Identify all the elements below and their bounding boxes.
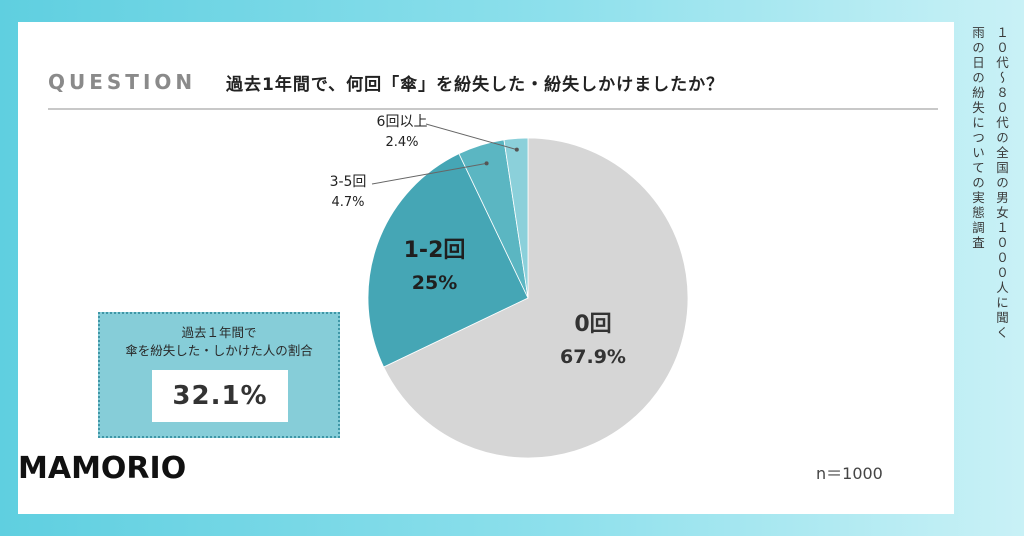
summary-value: 32.1% xyxy=(152,370,288,422)
chart-card: QUESTION 過去1年間で、何回「傘」を紛失した・紛失しかけましたか？ 0回… xyxy=(18,22,954,514)
summary-box: 過去１年間で 傘を紛失した・しかけた人の割合 32.1% xyxy=(98,312,340,438)
slice-0-label: 0回 xyxy=(574,312,611,337)
mamorio-logo: MAMORIO xyxy=(18,451,187,486)
question-label: QUESTION xyxy=(48,70,197,94)
slice-0 xyxy=(383,137,689,459)
slice-1-2-label: 1-2回 xyxy=(404,238,466,263)
sample-size: n＝1000 xyxy=(816,464,883,483)
slice-labels: 0回 67.9% 1-2回 25% 3-5回 4.7% 6回以上 2.4% xyxy=(330,114,626,368)
divider xyxy=(48,108,938,110)
side-caption-line2: 雨の日の紛失についての実態調査 xyxy=(970,26,985,251)
side-caption: １０代〜８０代の全国の男女１０００人に聞く 雨の日の紛失についての実態調査 xyxy=(962,26,1022,526)
slice-3-5-leader-dot xyxy=(484,161,489,166)
slice-6plus-label: 6回以上 xyxy=(377,114,428,130)
slice-0-value-label: 67.9% xyxy=(560,346,626,368)
slice-3-5-label: 3-5回 xyxy=(330,174,367,190)
summary-label: 過去１年間で 傘を紛失した・しかけた人の割合 xyxy=(100,324,338,360)
slice-6plus xyxy=(503,137,529,299)
question-text: 過去1年間で、何回「傘」を紛失した・紛失しかけましたか？ xyxy=(226,75,725,95)
pie-slices xyxy=(367,137,689,459)
slice-6plus-leader-line xyxy=(425,123,517,151)
slice-3-5-leader-line xyxy=(371,162,487,185)
side-caption-line1: １０代〜８０代の全国の男女１０００人に聞く xyxy=(994,26,1009,341)
slice-6plus-value-label: 2.4% xyxy=(385,135,418,150)
slice-1-2-value-label: 25% xyxy=(412,272,457,294)
summary-label-line1: 過去１年間で xyxy=(181,325,257,340)
slice-3-5-value-label: 4.7% xyxy=(331,195,364,210)
slice-1-2 xyxy=(367,153,529,368)
pie-chart: 0回 67.9% 1-2回 25% 3-5回 4.7% 6回以上 2.4% xyxy=(330,114,689,459)
summary-label-line2: 傘を紛失した・しかけた人の割合 xyxy=(125,343,313,358)
leader-lines xyxy=(371,123,519,185)
slice-6plus-leader-dot xyxy=(514,147,519,152)
